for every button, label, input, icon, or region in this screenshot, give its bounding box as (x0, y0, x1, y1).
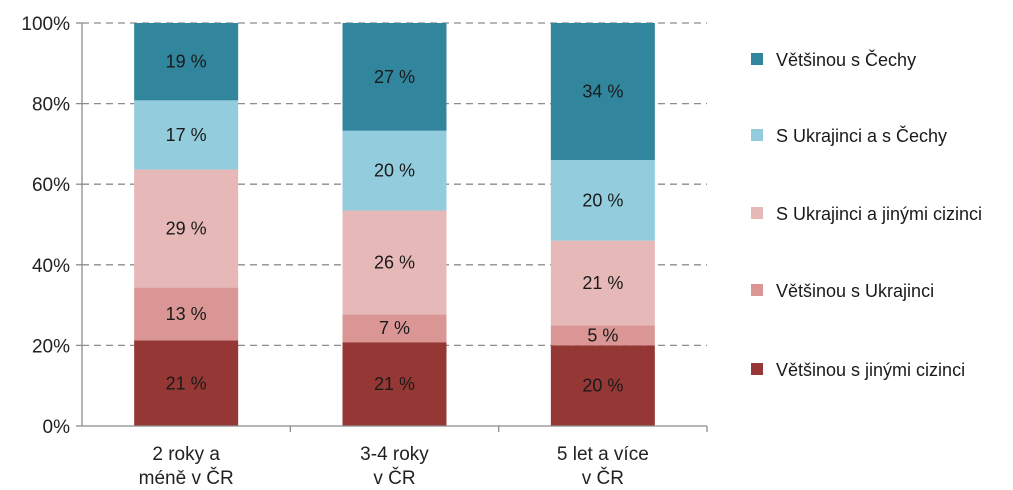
legend-label: Většinou s Ukrajinci (776, 281, 934, 301)
x-category-label: 5 let a více (557, 444, 649, 465)
data-label: 27 % (374, 67, 415, 87)
data-label: 21 % (374, 374, 415, 394)
bars: 21 % 13 % 29 % 17 % 19 % 21 % 7 % 26 % 20 % 27 % 2… (134, 23, 655, 426)
bar-segment (550, 240, 655, 326)
bar-segment (550, 23, 655, 161)
data-label: 21 % (582, 273, 623, 293)
data-label: 13 % (166, 304, 207, 324)
legend: Většinou s Čechy S Ukrajinci a s Čechy S U… (751, 49, 982, 380)
y-tick-label: 60% (32, 175, 70, 196)
bar-segment (550, 325, 655, 346)
bar-segment (550, 160, 655, 241)
bar-segment (342, 342, 447, 426)
y-tick-label: 80% (32, 95, 70, 116)
y-tick-label: 100% (21, 14, 70, 35)
data-label: 20 % (582, 190, 623, 210)
data-label: 21 % (166, 373, 207, 393)
x-category-label: v ČR (373, 467, 415, 489)
legend-swatch (751, 284, 763, 296)
legend-label: S Ukrajinci a jinými cizinci (776, 204, 982, 224)
legend-label: Většinou s jinými cizinci (776, 360, 965, 380)
y-tick-label: 20% (32, 336, 70, 357)
bar-segment (134, 340, 239, 426)
bar-segment (342, 23, 447, 131)
data-label: 29 % (166, 219, 207, 239)
bar-segment (342, 314, 447, 343)
y-tick-label: 40% (32, 256, 70, 277)
legend-swatch (751, 363, 763, 375)
x-category-label: méně v ČR (139, 467, 234, 489)
bar-segment (134, 100, 239, 170)
bar-segment (342, 130, 447, 211)
bar-segment (134, 169, 239, 288)
legend-swatch (751, 207, 763, 219)
bar-segment (134, 23, 239, 101)
data-label: 5 % (587, 325, 618, 345)
bar-segment (550, 345, 655, 426)
data-label: 20 % (582, 376, 623, 396)
data-label: 7 % (379, 318, 410, 338)
data-label: 17 % (166, 125, 207, 145)
data-label: 20 % (374, 161, 415, 181)
legend-label: Většinou s Čechy (776, 49, 916, 70)
x-category-label: 2 roky a (152, 444, 220, 465)
legend-swatch (751, 53, 763, 65)
data-label: 34 % (582, 82, 623, 102)
data-label: 26 % (374, 252, 415, 272)
x-category-label: 3-4 roky (360, 444, 429, 465)
legend-label: S Ukrajinci a s Čechy (776, 125, 947, 146)
bar-segment (342, 210, 447, 315)
y-tick-label: 0% (43, 417, 71, 438)
legend-swatch (751, 129, 763, 141)
bar-segment (134, 287, 239, 341)
data-label: 19 % (166, 52, 207, 72)
x-category-label: v ČR (582, 467, 624, 489)
